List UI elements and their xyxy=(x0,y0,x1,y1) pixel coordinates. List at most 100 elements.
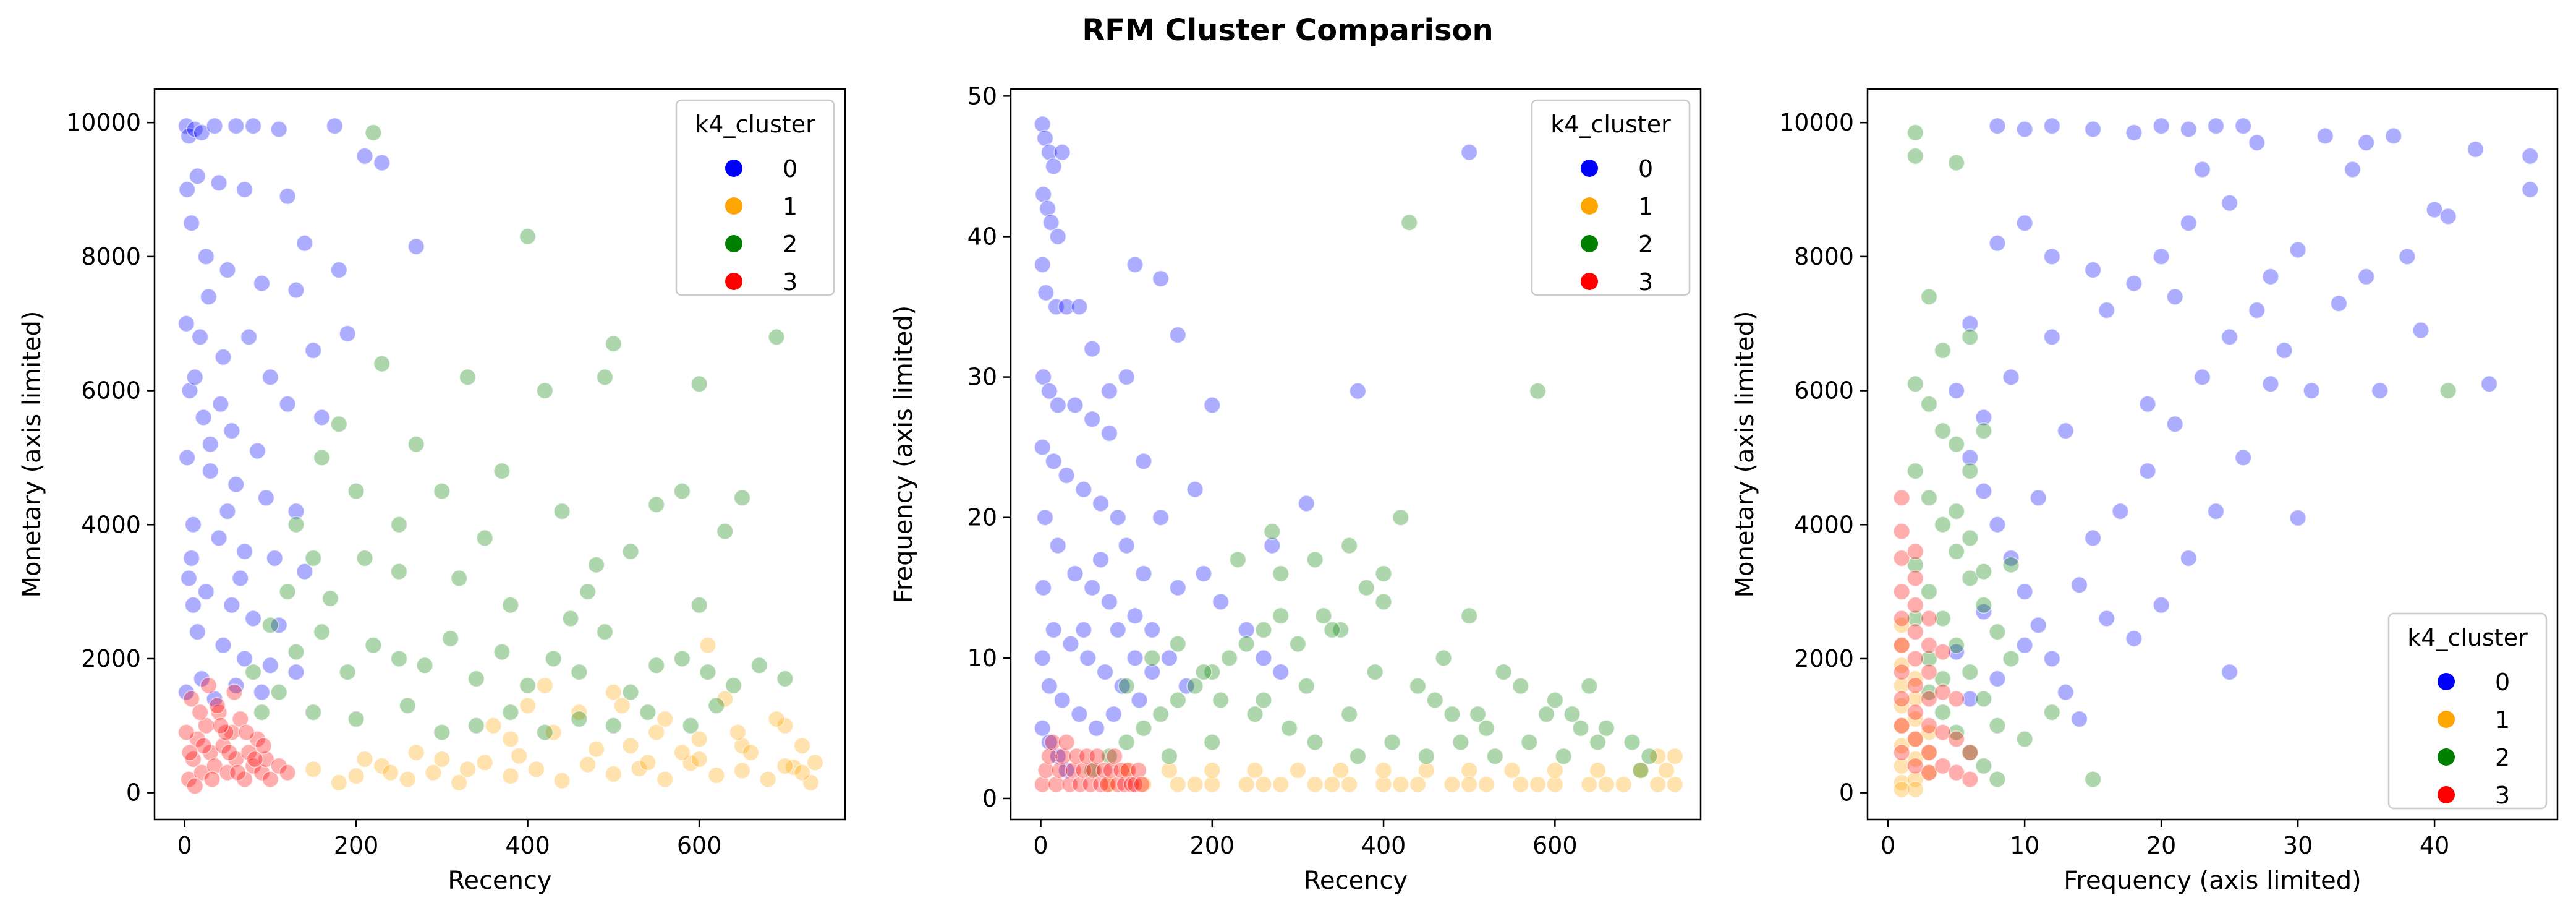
series-0 xyxy=(1034,116,1478,779)
data-point xyxy=(1109,621,1127,639)
data-point xyxy=(1906,771,1924,788)
data-point xyxy=(699,663,716,681)
data-point xyxy=(1920,724,1938,741)
data-point xyxy=(1332,621,1350,639)
data-point xyxy=(2522,147,2539,165)
data-point xyxy=(1460,761,1478,779)
data-point xyxy=(177,315,195,332)
y-tick-label: 20 xyxy=(967,504,997,531)
data-point xyxy=(1105,705,1123,723)
data-point xyxy=(1126,607,1144,625)
data-point xyxy=(1893,774,1910,792)
data-point xyxy=(296,563,313,580)
data-point xyxy=(1058,466,1075,484)
data-point xyxy=(1264,523,1281,541)
data-point xyxy=(2262,268,2279,286)
series-1 xyxy=(1100,748,1684,793)
data-point xyxy=(1272,663,1290,681)
data-point xyxy=(1961,462,1979,480)
data-point xyxy=(2166,415,2183,433)
data-point xyxy=(373,355,391,372)
data-point xyxy=(197,248,215,265)
data-point xyxy=(1289,761,1307,779)
y-tick-label: 0 xyxy=(1839,779,1854,807)
data-point xyxy=(1083,579,1101,597)
data-point xyxy=(691,375,708,393)
data-point xyxy=(605,717,623,735)
data-point xyxy=(1906,670,1924,688)
data-point xyxy=(1961,449,1979,466)
data-point xyxy=(1220,649,1238,667)
data-point xyxy=(1053,691,1071,709)
data-point xyxy=(2070,576,2088,594)
data-point xyxy=(1529,776,1547,793)
data-point xyxy=(1418,761,1435,779)
data-point xyxy=(1920,717,1938,735)
data-point xyxy=(1947,724,1965,741)
data-point xyxy=(1893,743,1910,761)
data-point xyxy=(1920,764,1938,781)
data-point xyxy=(2193,161,2211,178)
data-point xyxy=(1460,607,1478,625)
data-point xyxy=(1049,537,1066,554)
data-point xyxy=(1116,776,1134,793)
data-point xyxy=(502,730,519,748)
data-point xyxy=(2002,549,2020,567)
data-point xyxy=(1298,677,1316,695)
y-tick-label: 0 xyxy=(126,779,141,807)
data-point xyxy=(226,683,243,701)
data-point xyxy=(287,281,305,299)
data-point xyxy=(1961,315,1979,332)
data-point xyxy=(1529,382,1547,400)
data-point xyxy=(1169,776,1187,793)
legend-box xyxy=(675,99,835,296)
data-point xyxy=(1169,635,1187,653)
data-point xyxy=(1118,734,1135,751)
data-point xyxy=(1920,636,1938,654)
data-point xyxy=(1071,705,1088,723)
data-point xyxy=(191,328,209,346)
data-point xyxy=(1460,776,1478,793)
data-point xyxy=(1384,734,1401,751)
x-axis-label: Recency xyxy=(1304,867,1408,895)
data-point xyxy=(1204,663,1221,681)
data-point xyxy=(1332,761,1350,779)
data-point xyxy=(733,489,751,507)
data-point xyxy=(1051,761,1068,779)
data-point xyxy=(1989,117,2006,135)
axes-frame xyxy=(153,88,846,821)
data-point xyxy=(1934,724,1952,741)
x-tick-label: 10 xyxy=(2010,832,2039,859)
data-point xyxy=(1212,593,1230,610)
data-point xyxy=(716,690,734,708)
data-point xyxy=(536,724,554,741)
data-point xyxy=(1520,734,1538,751)
data-point xyxy=(1443,705,1461,723)
data-point xyxy=(639,754,657,771)
data-point xyxy=(733,762,751,779)
data-point xyxy=(2303,382,2320,400)
data-point xyxy=(1546,691,1564,709)
x-tick-label: 200 xyxy=(334,832,379,859)
data-point xyxy=(191,703,209,721)
data-point xyxy=(793,764,811,781)
data-point xyxy=(1537,705,1555,723)
data-point xyxy=(1053,143,1071,161)
data-point xyxy=(571,663,588,681)
data-point xyxy=(1045,158,1063,175)
y-tick-label: 6000 xyxy=(81,377,141,404)
data-point xyxy=(1906,710,1924,728)
data-point xyxy=(1435,649,1452,667)
data-point xyxy=(502,596,519,614)
data-point xyxy=(1040,382,1058,400)
y-tick-label: 4000 xyxy=(1794,511,1854,538)
y-axis-label: Frequency (axis limited) xyxy=(890,306,918,603)
data-point xyxy=(1113,761,1130,779)
data-point xyxy=(246,750,264,768)
data-point xyxy=(279,764,296,781)
data-point xyxy=(1340,776,1358,793)
data-point xyxy=(304,703,322,721)
data-point xyxy=(2002,650,2020,667)
data-point xyxy=(407,743,425,761)
x-tick-label: 400 xyxy=(1361,832,1406,859)
